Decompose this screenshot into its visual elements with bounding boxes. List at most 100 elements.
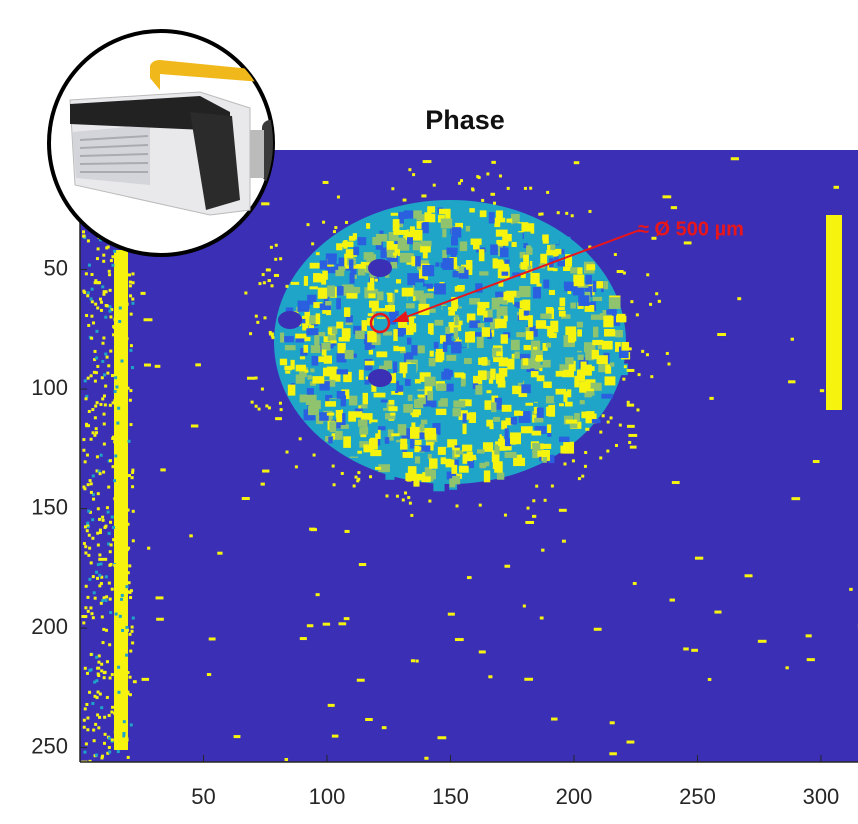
speckle	[436, 429, 440, 435]
speckle	[540, 314, 551, 319]
speckle	[737, 297, 741, 300]
speckle	[85, 742, 88, 745]
speckle	[516, 332, 525, 337]
speckle	[120, 475, 123, 478]
speckle	[108, 643, 111, 646]
speckle	[84, 667, 87, 670]
speckle	[650, 375, 653, 378]
speckle	[592, 340, 603, 345]
speckle	[119, 393, 122, 396]
speckle	[125, 261, 128, 264]
speckle	[112, 325, 115, 328]
speckle	[593, 297, 602, 301]
speckle	[329, 421, 336, 432]
speckle	[758, 640, 767, 643]
speckle	[469, 457, 476, 460]
speckle	[296, 374, 304, 378]
speckle	[337, 343, 345, 353]
speckle	[123, 609, 126, 612]
speckle	[435, 262, 439, 266]
speckle	[108, 582, 111, 585]
speckle	[255, 405, 258, 408]
speckle	[102, 519, 105, 522]
speckle	[628, 434, 637, 437]
speckle	[87, 510, 90, 513]
speckle	[584, 451, 587, 454]
speckle	[103, 742, 106, 745]
speckle	[110, 259, 113, 262]
speckle	[97, 661, 100, 664]
speckle	[275, 417, 282, 420]
speckle	[98, 716, 101, 719]
speckle	[103, 290, 106, 293]
speckle	[120, 491, 123, 494]
speckle	[118, 682, 121, 685]
speckle	[94, 416, 97, 419]
speckle	[114, 454, 117, 457]
speckle	[393, 227, 399, 235]
speckle	[731, 157, 739, 160]
speckle	[606, 310, 617, 315]
speckle	[251, 401, 254, 404]
speckle	[370, 450, 381, 456]
speckle	[117, 407, 120, 410]
speckle	[110, 543, 113, 546]
speckle	[344, 617, 350, 620]
speckle	[446, 355, 456, 361]
speckle	[434, 283, 446, 294]
speckle	[332, 465, 335, 468]
speckle	[367, 282, 374, 290]
speckle	[525, 403, 533, 406]
speckle	[99, 403, 102, 406]
speckle	[119, 723, 122, 726]
speckle	[438, 447, 447, 455]
speckle	[85, 314, 88, 317]
speckle	[646, 273, 649, 276]
speckle	[103, 443, 106, 446]
speckle	[322, 221, 325, 224]
speckle	[462, 424, 466, 434]
speckle	[666, 352, 669, 355]
speckle	[403, 452, 413, 458]
speckle	[409, 502, 412, 505]
speckle	[389, 383, 396, 391]
speckle	[117, 691, 120, 694]
speckle	[129, 284, 132, 287]
speckle	[111, 673, 114, 676]
speckle	[355, 331, 364, 339]
speckle	[532, 515, 536, 518]
speckle	[513, 458, 525, 466]
speckle	[82, 230, 85, 233]
speckle	[263, 281, 266, 284]
speckle	[599, 431, 602, 434]
speckle	[103, 676, 106, 679]
speckle	[90, 297, 93, 300]
speckle	[406, 303, 415, 308]
speckle	[129, 281, 132, 284]
speckle	[557, 211, 560, 214]
speckle	[446, 447, 452, 458]
speckle	[366, 223, 370, 229]
speckle	[485, 462, 490, 467]
speckle	[100, 309, 103, 312]
speckle	[95, 571, 98, 574]
speckle	[97, 726, 100, 729]
speckle	[115, 524, 118, 527]
speckle	[565, 402, 573, 407]
speckle	[114, 731, 117, 734]
speckle	[307, 223, 310, 226]
speckle	[407, 364, 416, 376]
speckle	[112, 401, 115, 404]
speckle	[255, 376, 258, 379]
speckle	[104, 385, 107, 388]
speckle	[109, 459, 112, 462]
speckle	[494, 222, 500, 228]
speckle	[86, 716, 89, 719]
speckle	[128, 440, 131, 443]
speckle	[499, 174, 502, 177]
speckle	[108, 737, 111, 740]
speckle	[88, 691, 91, 694]
speckle	[132, 281, 135, 284]
speckle	[460, 241, 467, 251]
speckle	[125, 736, 128, 739]
